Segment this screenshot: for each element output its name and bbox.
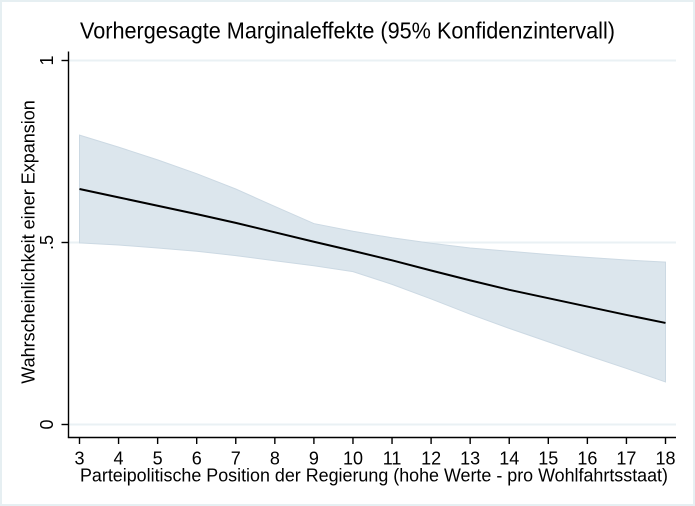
x-tick-labels: 3 4 5 6 7 8 9 10 11 12 13 14 15 16 17 18: [74, 449, 675, 469]
x-tick-label: 17: [616, 449, 636, 469]
x-tick-label: 7: [231, 449, 241, 469]
x-tick-label: 10: [343, 449, 363, 469]
x-tick-label: 8: [270, 449, 280, 469]
x-tick-label: 14: [499, 449, 519, 469]
y-tick-labels: 0.51: [37, 55, 57, 429]
x-tick-label: 18: [655, 449, 675, 469]
confidence-band: [79, 134, 666, 383]
y-tick-label: .5: [37, 235, 57, 250]
x-tick-label: 12: [421, 449, 441, 469]
x-axis-title: Parteipolitische Position der Regierung …: [80, 466, 668, 486]
y-axis-title: Wahrscheinlichkeit einer Expansion: [18, 100, 38, 383]
y-tick-label: 0: [37, 419, 57, 429]
x-tick-label: 16: [577, 449, 597, 469]
x-tick-label: 4: [114, 449, 124, 469]
x-tick-label: 6: [192, 449, 202, 469]
x-tick-label: 3: [74, 449, 84, 469]
chart-title: Vorhergesagte Marginaleffekte (95% Konfi…: [80, 18, 615, 44]
axes-layer: [61, 51, 676, 444]
x-tick-label: 5: [153, 449, 163, 469]
prediction-line: [79, 188, 666, 324]
y-tick-label: 1: [37, 55, 57, 65]
x-tick-label: 13: [460, 449, 480, 469]
x-tick-label: 11: [383, 449, 402, 469]
x-tick-label: 15: [538, 449, 558, 469]
x-tick-label: 9: [309, 449, 319, 469]
